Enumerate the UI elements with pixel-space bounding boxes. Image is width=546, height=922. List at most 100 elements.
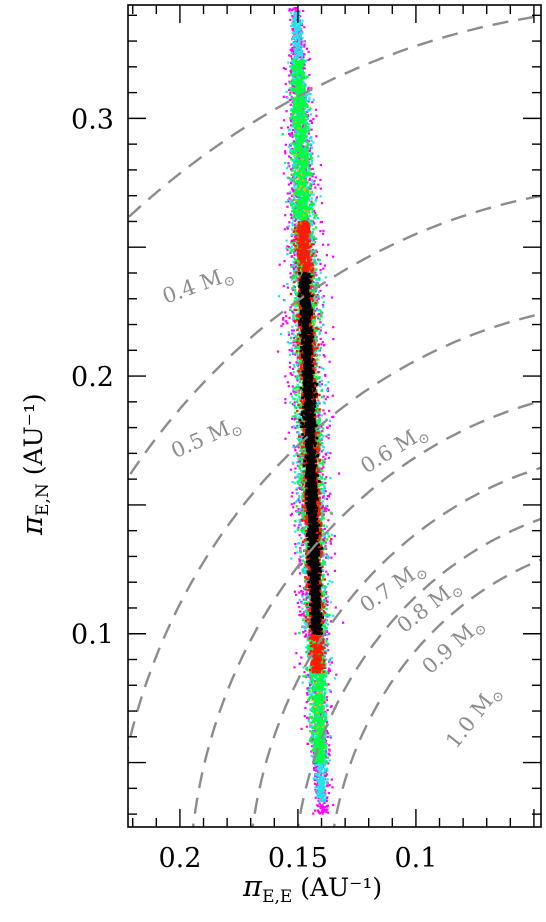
scatter-point <box>291 147 294 150</box>
scatter-point <box>326 395 329 398</box>
scatter-point <box>306 88 309 91</box>
scatter-point <box>306 648 310 652</box>
scatter-point <box>290 9 293 12</box>
scatter-point <box>333 552 337 555</box>
scatter-point <box>324 643 327 646</box>
scatter-point <box>321 600 324 603</box>
scatter-point <box>311 240 314 243</box>
scatter-point <box>299 416 303 419</box>
scatter-point <box>305 635 308 638</box>
scatter-point <box>314 344 317 348</box>
scatter-point <box>322 305 325 309</box>
scatter-point <box>323 779 326 783</box>
scatter-point <box>284 82 287 86</box>
scatter-point <box>294 202 297 205</box>
scatter-point <box>302 612 305 616</box>
scatter-point <box>301 37 304 40</box>
scatter-point <box>321 586 324 589</box>
scatter-point <box>291 194 294 197</box>
scatter-point <box>321 704 324 708</box>
scatter-point <box>291 310 294 313</box>
scatter-point <box>296 499 299 502</box>
scatter-point <box>325 254 328 257</box>
scatter-point <box>289 103 292 106</box>
scatter-point <box>292 341 295 344</box>
scatter-point <box>328 784 331 787</box>
scatter-point <box>325 718 328 722</box>
scatter-point <box>321 539 324 542</box>
scatter-point <box>292 317 295 320</box>
scatter-point <box>292 329 295 332</box>
scatter-point <box>301 218 304 221</box>
scatter-point <box>321 798 324 801</box>
scatter-point <box>324 373 327 377</box>
scatter-point <box>290 512 294 515</box>
scatter-point <box>300 477 303 480</box>
scatter-point <box>289 401 292 404</box>
scatter-point <box>301 461 304 464</box>
scatter-point <box>318 279 321 282</box>
scatter-point <box>292 17 295 20</box>
scatter-point <box>315 789 318 792</box>
scatter-point <box>298 662 301 665</box>
scatter-point <box>292 444 295 447</box>
plot-area <box>128 7 541 827</box>
scatter-point <box>308 721 312 724</box>
scatter-point <box>293 267 296 270</box>
scatter-point <box>292 263 295 266</box>
scatter-point <box>309 119 312 122</box>
scatter-point <box>320 796 323 799</box>
scatter-point <box>293 186 296 189</box>
scatter-point <box>303 621 306 624</box>
scatter-point <box>302 40 305 43</box>
scatter-point <box>296 510 299 513</box>
scatter-point <box>300 481 303 484</box>
scatter-point <box>319 713 322 716</box>
scatter-point <box>303 614 306 617</box>
scatter-point <box>299 262 302 265</box>
scatter-point <box>304 522 307 525</box>
scatter-point <box>309 164 312 167</box>
scatter-point <box>294 449 297 452</box>
scatter-point <box>294 204 297 207</box>
scatter-point <box>298 423 301 427</box>
scatter-point <box>309 113 312 116</box>
scatter-point <box>322 487 325 490</box>
scatter-point <box>292 76 295 80</box>
scatter-point <box>310 197 313 200</box>
scatter-point <box>318 466 321 469</box>
scatter-point <box>291 385 294 388</box>
scatter-point <box>296 76 299 79</box>
scatter-point <box>312 745 315 748</box>
scatter-point <box>331 786 334 789</box>
scatter-point <box>292 19 295 22</box>
scatter-point <box>312 243 315 246</box>
scatter-point <box>328 759 331 762</box>
scatter-point <box>298 41 301 44</box>
scatter-point <box>304 192 307 195</box>
scatter-point <box>310 200 313 203</box>
scatter-point <box>329 663 332 666</box>
scatter-point <box>293 502 296 505</box>
scatter-point <box>312 703 315 707</box>
scatter-point <box>324 452 327 455</box>
scatter-point <box>298 513 301 516</box>
scatter-point <box>313 766 316 770</box>
scatter-point <box>299 47 302 51</box>
scatter-point <box>288 197 291 200</box>
scatter-point <box>294 467 297 470</box>
scatter-point <box>283 228 286 231</box>
scatter-point <box>307 248 310 251</box>
scatter-point <box>305 94 308 97</box>
scatter-point <box>291 278 294 281</box>
scatter-point <box>318 770 321 773</box>
scatter-point <box>327 683 330 686</box>
scatter-point <box>298 19 301 22</box>
scatter-point <box>308 165 311 168</box>
scatter-point <box>296 491 299 495</box>
scatter-point <box>306 109 309 112</box>
scatter-point <box>287 162 290 165</box>
scatter-point <box>314 300 318 303</box>
scatter-point <box>301 145 304 148</box>
scatter-point <box>312 755 315 758</box>
